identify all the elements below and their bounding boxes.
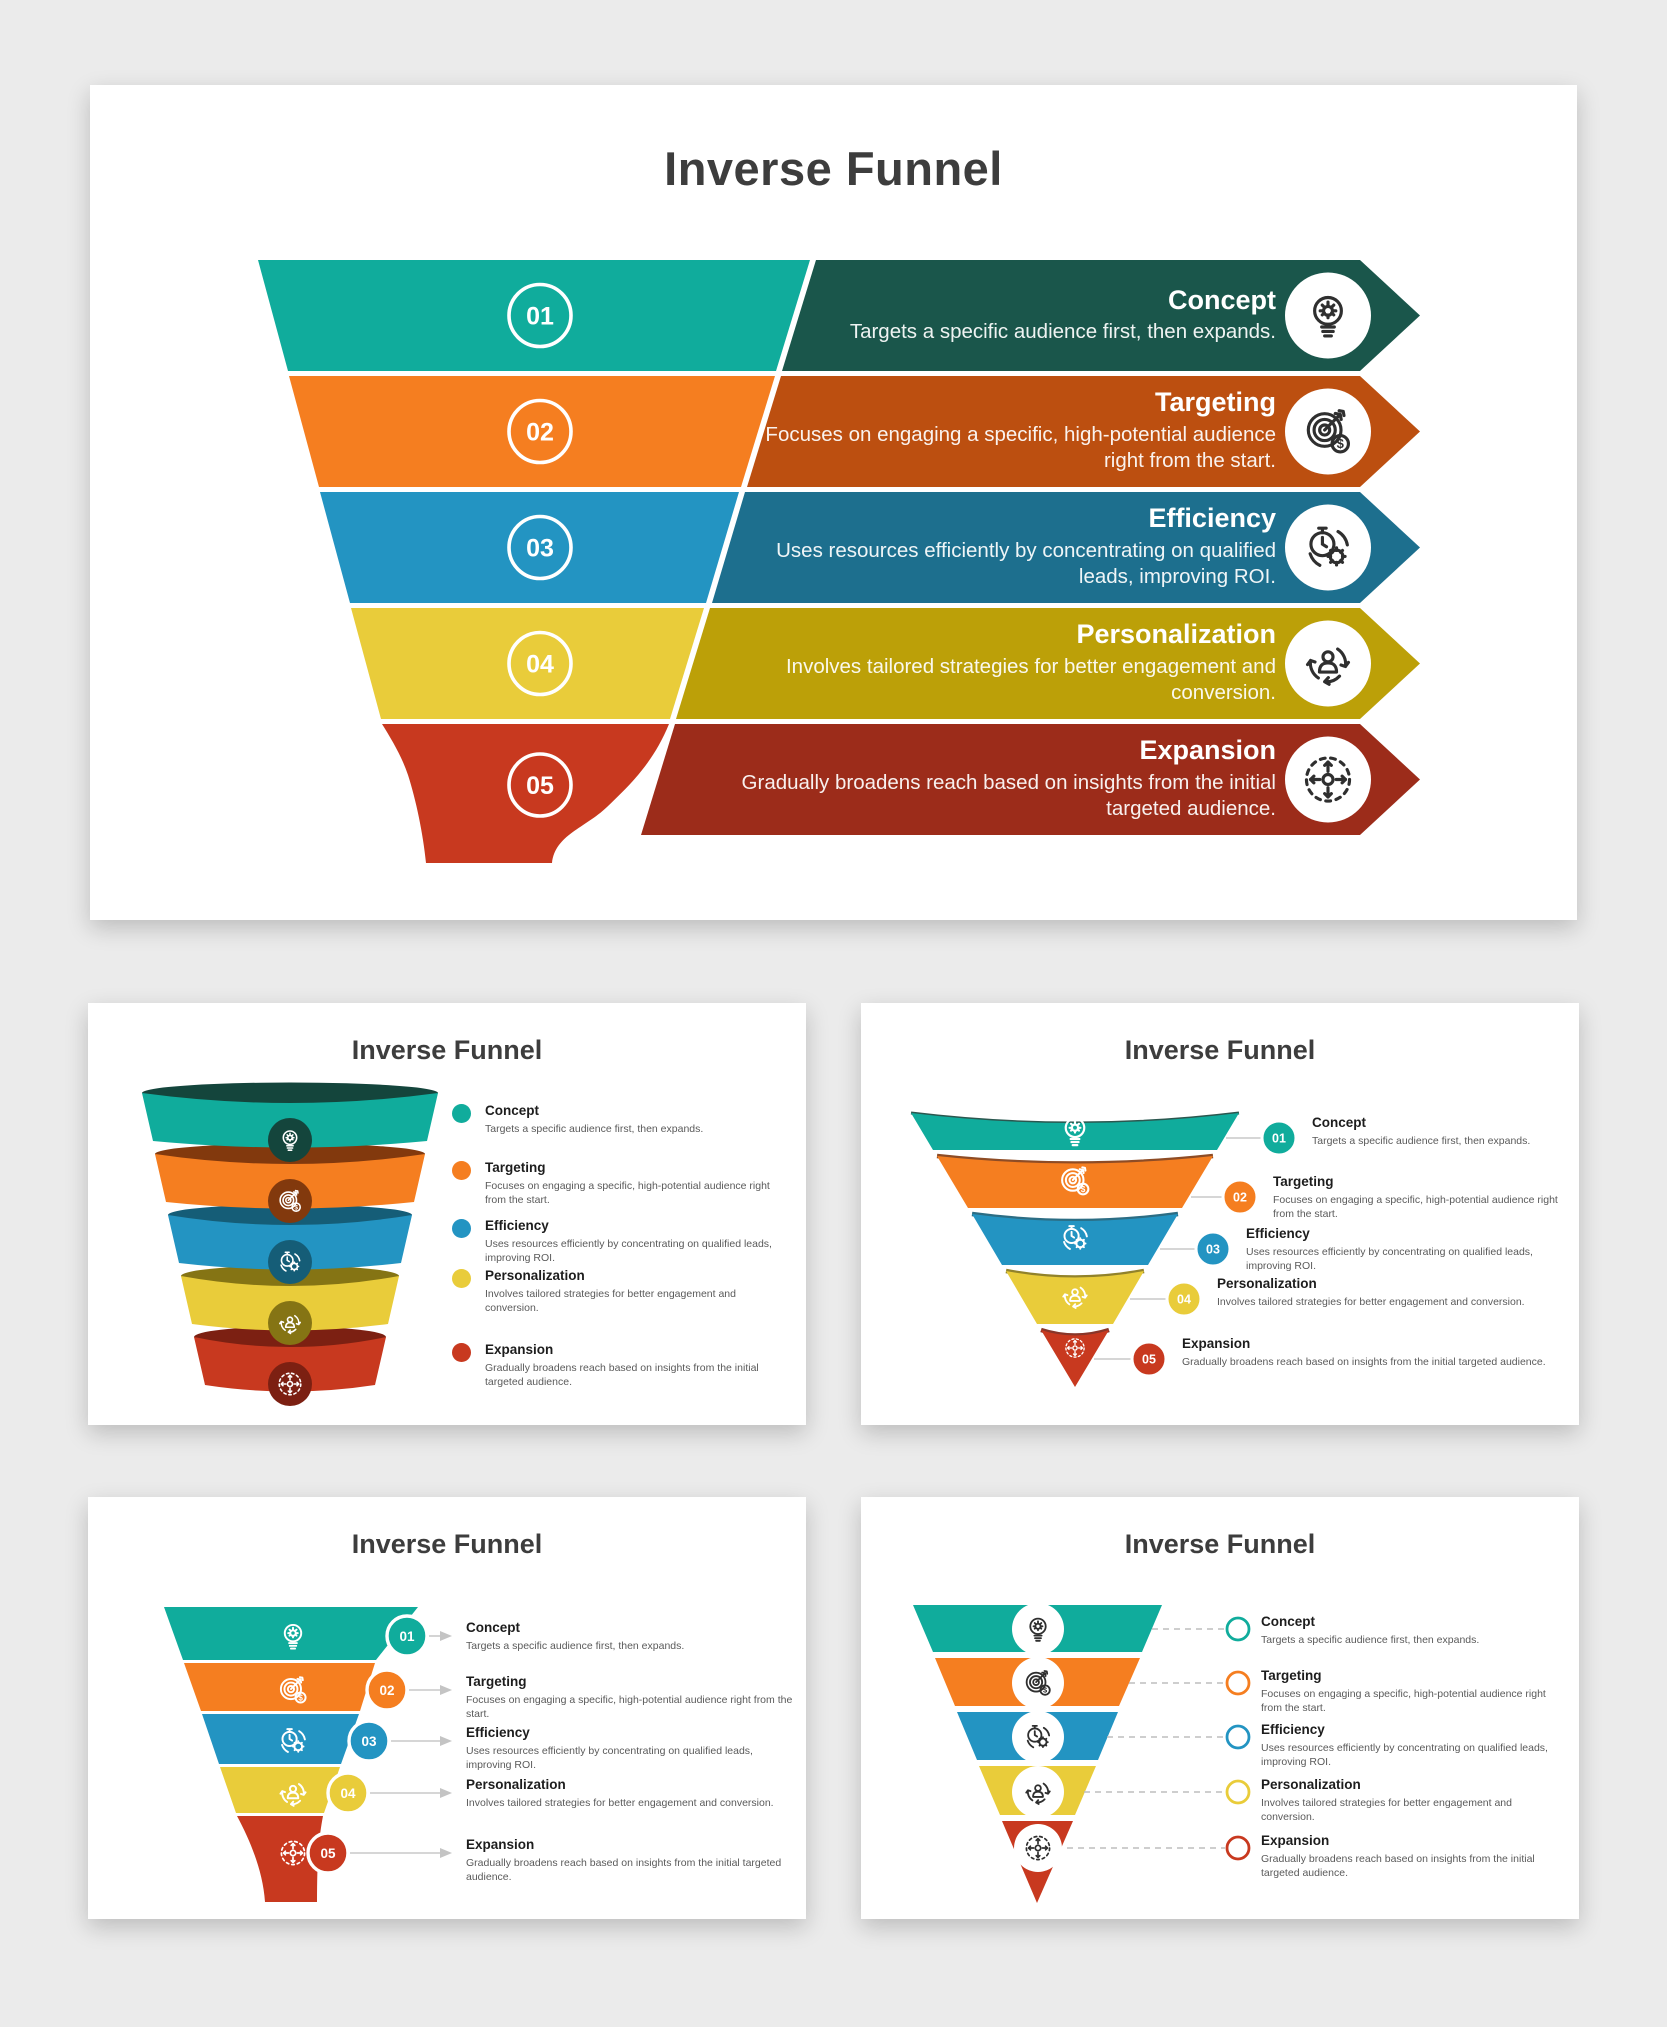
slide-title: Inverse Funnel xyxy=(351,1529,543,1559)
funnel-band xyxy=(168,1204,412,1284)
list-item: Targeting Focuses on engaging a specific,… xyxy=(452,1160,792,1208)
step-icon-circles xyxy=(1012,1603,1225,1872)
funnel-band xyxy=(142,1082,438,1162)
step-text: Expansion Gradually broadens reach based … xyxy=(741,735,1276,821)
stacked-3d-funnel xyxy=(142,1082,438,1406)
step-text: Efficiency Uses resources efficiently by … xyxy=(1261,1722,1548,1769)
bullet-dot xyxy=(452,1161,471,1180)
step-text: Targeting Focuses on engaging a specific,… xyxy=(466,1674,793,1721)
slide-title: Inverse Funnel xyxy=(1124,1035,1316,1065)
step-number-pills: 01 02 03 04 05 xyxy=(1094,1119,1298,1378)
svg-text:04: 04 xyxy=(526,651,554,679)
funnel-band xyxy=(1006,1271,1144,1324)
slide-variant-stacked-funnel[interactable]: Inverse Funnel xyxy=(88,1003,806,1425)
step-text: Efficiency Uses resources efficiently by … xyxy=(466,1725,753,1772)
step-text: Personalization Involves tailored strateg… xyxy=(1261,1777,1512,1824)
funnel-band xyxy=(320,492,739,603)
step-text: Targeting Focuses on engaging a specific,… xyxy=(1273,1174,1558,1221)
step-text: Personalization Involves tailored strateg… xyxy=(785,619,1276,705)
svg-text:02: 02 xyxy=(526,419,554,447)
list-item: Efficiency Uses resources efficiently by … xyxy=(452,1218,792,1266)
bullet-dot xyxy=(452,1343,471,1362)
inverted-cone-funnel: 01 02 03 04 05 xyxy=(910,1111,1298,1387)
svg-text:01: 01 xyxy=(399,1629,415,1644)
step-text: Efficiency Uses resources efficiently by … xyxy=(1246,1226,1533,1273)
arrow-banner xyxy=(676,608,1420,719)
list-item: Expansion Gradually broadens reach based … xyxy=(452,1342,792,1390)
slide-variant-cone-funnel[interactable]: Inverse Funnel 01 02 xyxy=(861,1003,1579,1425)
svg-text:02: 02 xyxy=(379,1683,394,1698)
step-text: Expansion Gradually broadens reach based … xyxy=(466,1837,782,1884)
step-text: Expansion Gradually broadens reach based … xyxy=(1182,1336,1546,1369)
step-rings xyxy=(1225,1616,1251,1861)
funnel-band xyxy=(972,1214,1178,1265)
svg-text:03: 03 xyxy=(526,535,554,563)
step-text: Concept Targets a specific audience first… xyxy=(1312,1115,1531,1148)
funnel-band-stem xyxy=(382,724,669,863)
step-number-badges: 01 02 03 04 05 xyxy=(507,282,573,818)
svg-text:05: 05 xyxy=(1142,1353,1156,1367)
slanted-funnel: 01 02 03 04 05 xyxy=(164,1607,452,1902)
page-title: Inverse Funnel xyxy=(664,142,1003,195)
step-text: Concept Targets a specific audience first… xyxy=(849,284,1276,343)
funnel-band xyxy=(258,260,810,371)
funnel-band-stem xyxy=(237,1816,323,1902)
svg-text:03: 03 xyxy=(361,1734,377,1749)
svg-text:05: 05 xyxy=(526,772,554,800)
arrow-icon-circles xyxy=(1285,272,1371,823)
triangle-funnel xyxy=(913,1603,1251,1903)
slide-main[interactable]: Inverse Funnel 01 02 03 04 xyxy=(90,85,1577,920)
arrow-banner xyxy=(712,492,1420,603)
step-text: Efficiency Uses resources efficiently by … xyxy=(776,503,1276,589)
funnel-band xyxy=(155,1143,425,1223)
arrow-banner xyxy=(782,260,1420,371)
svg-text:03: 03 xyxy=(1206,1243,1220,1257)
funnel-band xyxy=(202,1714,359,1764)
step-text: Expansion Gradually broadens reach based … xyxy=(1261,1833,1535,1880)
slide-variant-triangle-funnel[interactable]: Inverse Funnel xyxy=(861,1497,1579,1919)
step-text: Targeting Focuses on engaging a specific,… xyxy=(765,387,1276,473)
step-number-badges: 01 02 03 04 05 xyxy=(306,1614,452,1875)
bullet-dot xyxy=(452,1219,471,1238)
step-text: Targeting Focuses on engaging a specific,… xyxy=(1261,1668,1546,1715)
slide-variant-slant-funnel[interactable]: Inverse Funnel 01 02 03 xyxy=(88,1497,806,1919)
funnel-band xyxy=(1041,1330,1109,1387)
slide-title: Inverse Funnel xyxy=(1124,1529,1316,1559)
list-item: Concept Targets a specific audience first… xyxy=(452,1103,792,1137)
slide-title: Inverse Funnel xyxy=(351,1035,543,1065)
funnel-band xyxy=(289,376,775,487)
funnel-band xyxy=(220,1767,340,1813)
list-item: Personalization Involves tailored strateg… xyxy=(452,1268,792,1316)
svg-text:04: 04 xyxy=(340,1786,356,1801)
svg-text:04: 04 xyxy=(1177,1293,1191,1307)
svg-text:01: 01 xyxy=(1272,1132,1286,1146)
funnel-band xyxy=(351,608,704,719)
funnel-band xyxy=(194,1326,386,1406)
step-text: Concept Targets a specific audience first… xyxy=(1261,1614,1480,1647)
bullet-dot xyxy=(452,1269,471,1288)
svg-text:02: 02 xyxy=(1233,1191,1247,1205)
funnel-band xyxy=(184,1663,375,1711)
svg-text:05: 05 xyxy=(320,1846,336,1861)
step-text: Concept Targets a specific audience first… xyxy=(466,1620,685,1653)
arrow-banner xyxy=(641,724,1420,835)
inverse-funnel-diagram: 01 02 03 04 05 xyxy=(258,260,1420,863)
svg-text:01: 01 xyxy=(526,303,554,331)
step-text: Personalization Involves tailored strateg… xyxy=(466,1777,774,1810)
arrow-banner xyxy=(747,376,1420,487)
bullet-dot xyxy=(452,1104,471,1123)
step-text: Personalization Involves tailored strateg… xyxy=(1217,1276,1525,1309)
